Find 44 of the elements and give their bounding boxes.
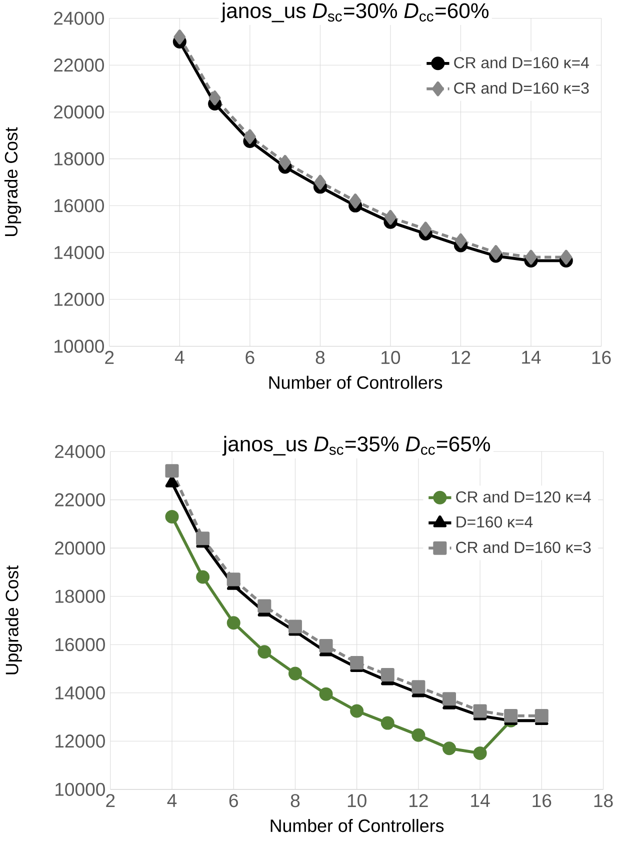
legend-label: CR and D=160 κ=4 — [454, 56, 589, 68]
x-tick-label: 2 — [106, 794, 115, 808]
x-tick-label: 12 — [410, 794, 428, 808]
x-tick-label: 2 — [105, 350, 114, 364]
y-tick-label: 12000 — [54, 292, 104, 306]
y-tick-label: 10000 — [56, 782, 105, 796]
chart-title: janos_us D$_{sc}$=30% D$_{cc}$=60% — [220, 2, 488, 22]
y-tick-label: 16000 — [54, 199, 104, 212]
chart-title: janos_us D$_{sc}$=35% D$_{cc}$=65% — [222, 436, 490, 456]
x-axis-title: Number of Controllers — [269, 376, 442, 389]
x-tick-label: 10 — [382, 350, 400, 364]
y-tick-label: 24000 — [55, 444, 105, 458]
x-tick-label: 10 — [348, 794, 366, 808]
y-tick-label: 16000 — [56, 638, 105, 652]
x-tick-label: 6 — [246, 350, 254, 364]
x-tick-label: 16 — [532, 794, 552, 808]
x-tick-label: 18 — [594, 794, 613, 808]
y-tick-label: 10000 — [54, 340, 104, 353]
x-tick-label: 8 — [290, 794, 300, 808]
y-tick-label: 20000 — [55, 541, 105, 555]
legend-label: CR and D=160 κ=3 — [456, 541, 591, 554]
y-tick-label: 18000 — [54, 152, 104, 166]
x-axis-title: Number of Controllers — [270, 818, 444, 832]
y-axis-title: Upgrade Cost — [5, 565, 22, 674]
y-axis-title: Upgrade Cost — [4, 127, 22, 236]
y-tick-label: 20000 — [54, 105, 104, 119]
y-tick-label: 12000 — [56, 734, 105, 748]
y-tick-label: 22000 — [54, 58, 104, 72]
x-tick-label: 14 — [522, 350, 541, 364]
y-tick-label: 14000 — [56, 686, 105, 700]
y-tick-label: 14000 — [54, 246, 104, 260]
x-tick-label: 16 — [592, 350, 611, 364]
legend-label: CR and D=160 κ=3 — [454, 82, 589, 94]
y-tick-label: 18000 — [56, 590, 105, 603]
y-tick-label: 24000 — [54, 12, 104, 25]
legend-label: CR and D=120 κ=4 — [456, 490, 591, 503]
x-tick-label: 12 — [452, 350, 470, 364]
x-tick-label: 4 — [174, 350, 184, 364]
x-tick-label: 14 — [471, 794, 490, 807]
x-tick-label: 4 — [167, 794, 177, 807]
x-tick-label: 8 — [316, 350, 325, 364]
y-tick-label: 22000 — [55, 493, 105, 506]
x-tick-label: 6 — [229, 794, 238, 808]
legend-label: D=160 κ=4 — [456, 516, 533, 528]
